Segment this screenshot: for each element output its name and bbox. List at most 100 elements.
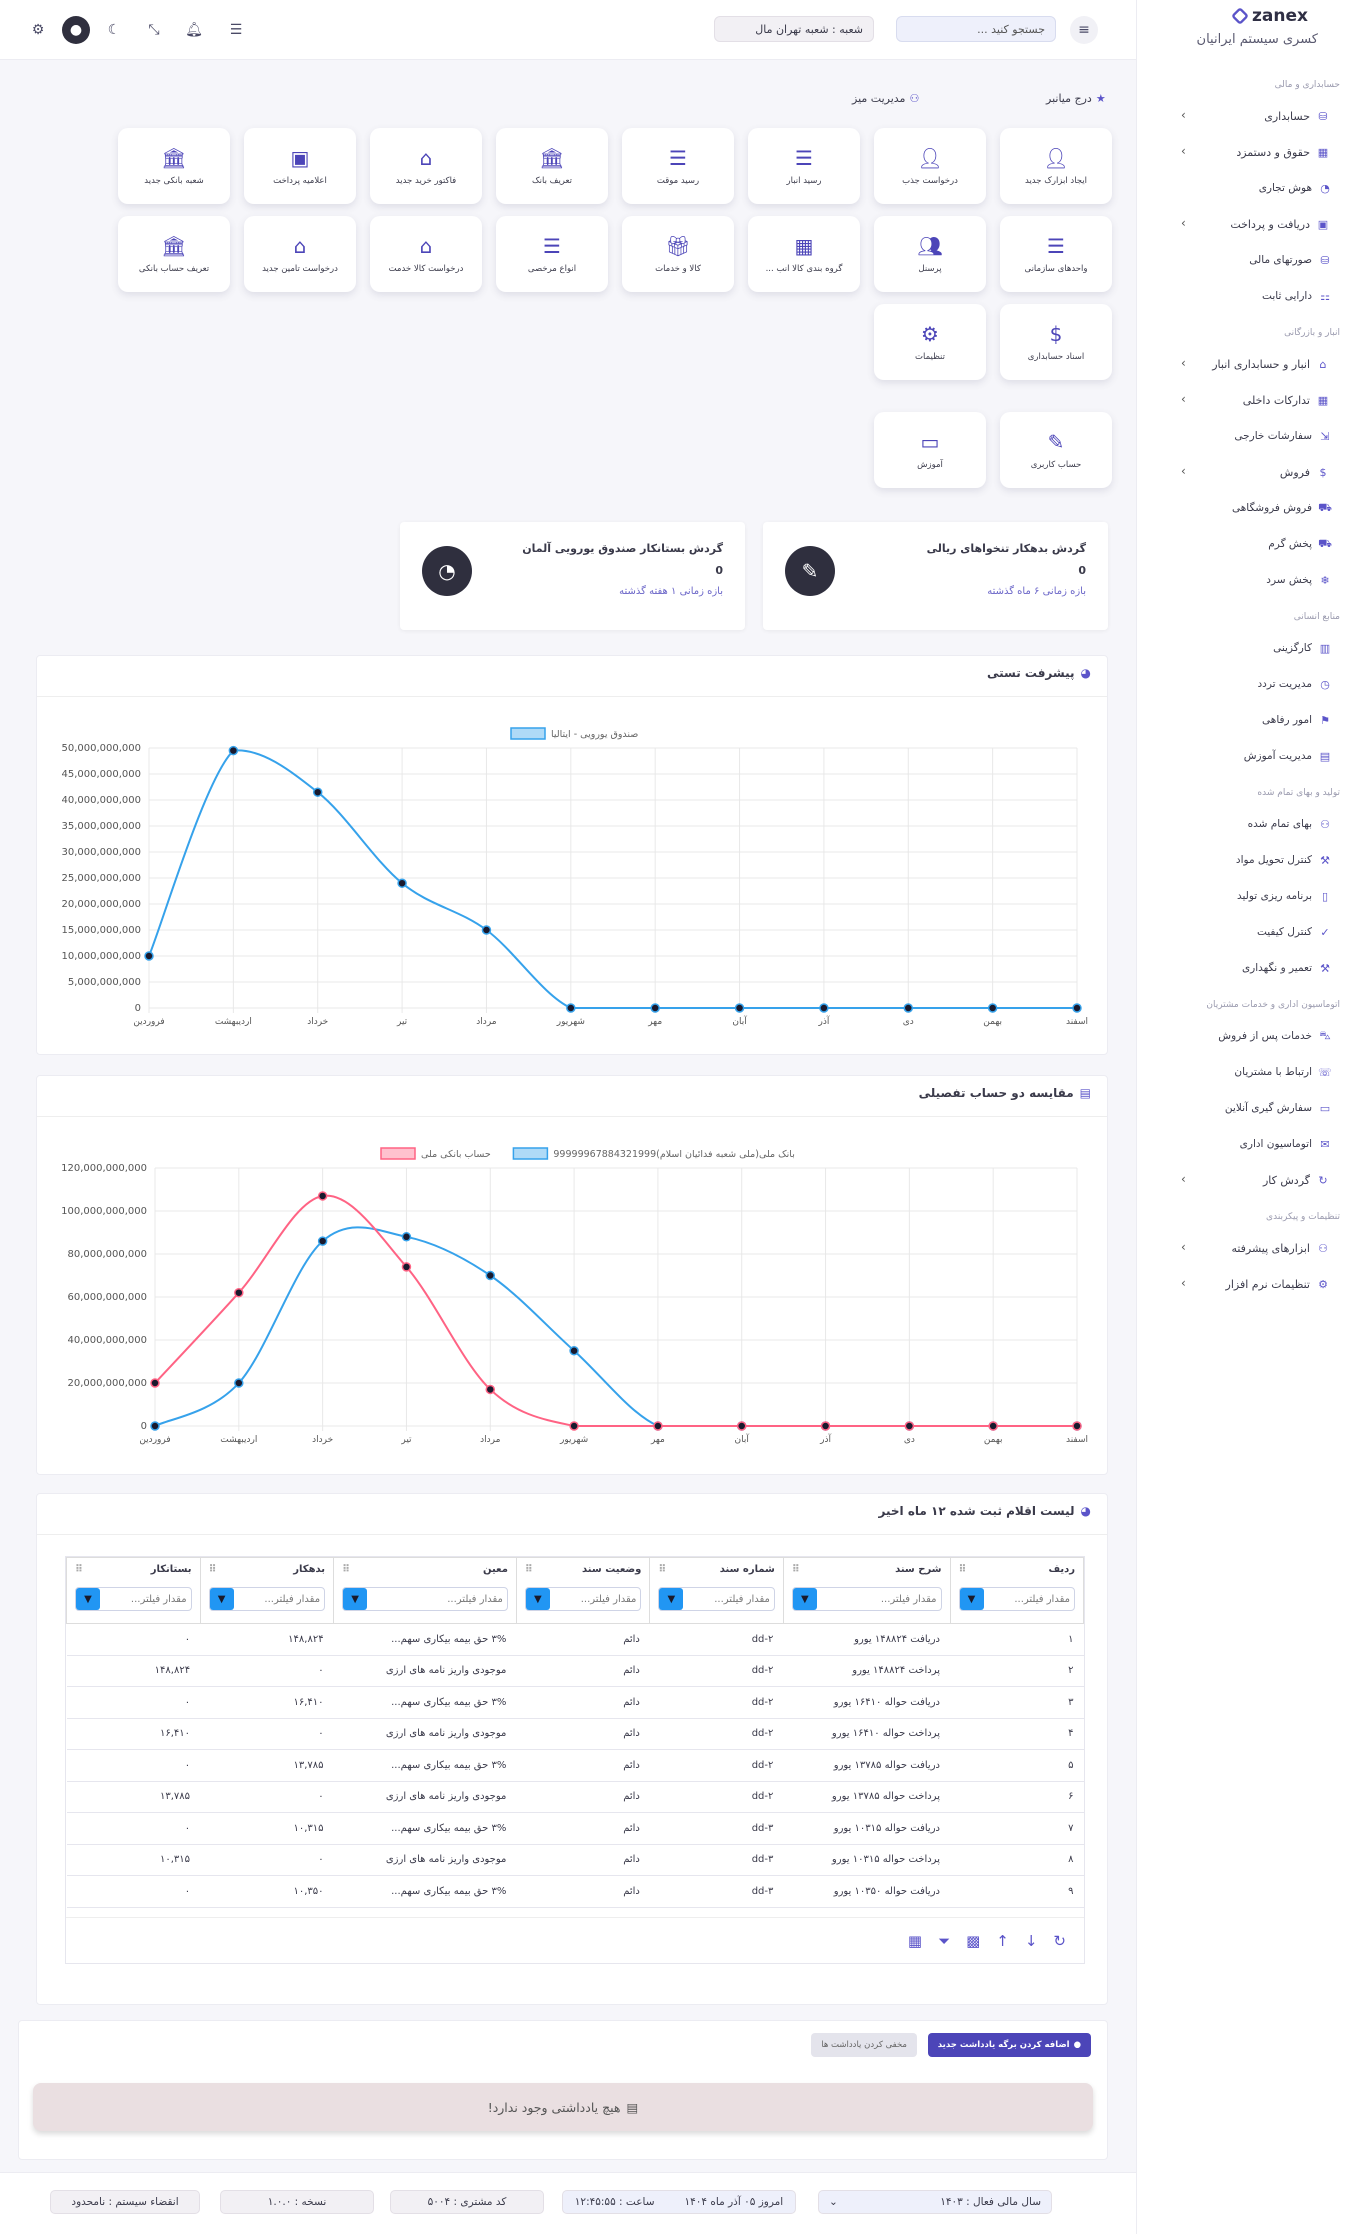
arrow-up-icon[interactable]: ↑ xyxy=(996,1931,1009,1950)
sidebar-item[interactable]: ⛟ فروش فروشگاهی xyxy=(1232,498,1332,518)
sidebar-item[interactable]: ⚙ تنظیمات نرم افزار xyxy=(1226,1274,1330,1294)
chevron-left-icon[interactable]: ‹ xyxy=(1181,392,1186,406)
sidebar-item[interactable]: ⚇ بهای تمام شده xyxy=(1248,814,1332,834)
column-filter-input[interactable]: مقدار فیلتر... ▼ xyxy=(791,1587,942,1611)
chevron-left-icon[interactable]: ‹ xyxy=(1181,1172,1186,1186)
drag-handle-icon[interactable]: ⠿ xyxy=(75,1564,83,1575)
shortcut-tile[interactable]: ⚙ تنظیمات xyxy=(874,304,986,380)
shortcut-tile[interactable]: ☰ رسید موقت xyxy=(622,128,734,204)
sidebar-item[interactable]: ⚒ کنترل تحویل مواد xyxy=(1236,850,1332,870)
sidebar-item[interactable]: ⚑ امور رفاهی xyxy=(1262,710,1332,730)
drag-handle-icon[interactable]: ⠿ xyxy=(658,1564,667,1575)
sidebar-item[interactable]: ⛁ حسابداری xyxy=(1264,106,1330,126)
filter-icon[interactable]: ▼ xyxy=(209,1588,234,1610)
shortcut-tile[interactable]: ▭ آموزش xyxy=(874,412,986,488)
table-row[interactable]: ۴ پرداخت حواله ۱۶۴۱۰ یورو dd-۲ دائم موجودی و… xyxy=(66,1718,1084,1750)
shortcut-tile[interactable]: 🏛︎ تعریف بانک xyxy=(496,128,608,204)
sidebar-item[interactable]: ◔ هوش تجاری xyxy=(1259,178,1332,198)
column-filter-input[interactable]: مقدار فیلتر... ▼ xyxy=(658,1587,775,1611)
branch-selector[interactable]: شعبه : شعبه تهران مال xyxy=(714,16,874,42)
chevron-left-icon[interactable]: ‹ xyxy=(1181,464,1186,478)
column-header[interactable]: شرح سند ⠿ مقدار فیلتر... ▼ xyxy=(782,1557,951,1624)
filter-icon[interactable]: ▼ xyxy=(76,1588,100,1610)
sidebar-item[interactable]: ⛍ خدمات پس از فروش xyxy=(1218,1026,1332,1046)
quick-shortcut-link[interactable]: ★ درج میانبر xyxy=(1046,92,1106,105)
sidebar-item[interactable]: ▤ مدیریت آموزش xyxy=(1244,746,1332,766)
shortcut-tile[interactable]: ▦ گروه بندی کالا انب ... xyxy=(748,216,860,292)
sidebar-item[interactable]: ⚇ ابزارهای پیشرفته xyxy=(1231,1238,1330,1258)
shortcut-tile[interactable]: ⌂ درخواست تامین جدید xyxy=(244,216,356,292)
sidebar-item[interactable]: ▥ کارگزینی xyxy=(1273,638,1332,658)
chevron-left-icon[interactable]: ‹ xyxy=(1181,356,1186,370)
manage-desk-link[interactable]: ⚇ مدیریت میز xyxy=(852,92,919,105)
database-icon[interactable]: ☰ xyxy=(229,22,243,38)
chevron-left-icon[interactable]: ‹ xyxy=(1181,1240,1186,1254)
sidebar-item[interactable]: ⛁ صورتهای مالی xyxy=(1249,250,1332,270)
table-row[interactable]: ۶ پرداخت حواله ۱۳۷۸۵ یورو dd-۲ دائم موجودی و… xyxy=(66,1781,1084,1813)
filter-icon[interactable]: ⏷ xyxy=(938,1931,951,1950)
table-row[interactable]: ۵ دریافت حواله ۱۳۷۸۵ یورو dd-۲ دائم ۳% حق بی… xyxy=(66,1749,1084,1782)
shortcut-tile[interactable]: 👥︎ پرسنل xyxy=(874,216,986,292)
table-row[interactable]: ۹ دریافت حواله ۱۰۳۵۰ یورو dd-۳ دائم ۳% حق بی… xyxy=(66,1875,1084,1908)
filter-icon[interactable]: ▼ xyxy=(659,1588,684,1610)
gear-icon[interactable]: ⚙ xyxy=(31,22,45,38)
table-row[interactable]: ۲ پرداخت ۱۴۸۸۲۴ یورو dd-۲ دائم موجودی واریز … xyxy=(66,1655,1084,1687)
column-header[interactable]: وضعیت سند ⠿ مقدار فیلتر... ▼ xyxy=(515,1557,651,1624)
sidebar-item[interactable]: ▯ برنامه ریزی تولید xyxy=(1237,886,1332,906)
shortcut-tile[interactable]: ☰ انواع مرخصی xyxy=(496,216,608,292)
refresh-icon[interactable]: ↻ xyxy=(1053,1931,1066,1950)
sidebar-item[interactable]: ⚏ دارایی ثابت xyxy=(1262,286,1332,306)
table-row[interactable]: ۱ دریافت ۱۴۸۸۲۴ یورو dd-۲ دائم ۳% حق بیمه بی… xyxy=(66,1623,1084,1656)
sidebar-item[interactable]: ✓ کنترل کیفیت xyxy=(1257,922,1332,942)
shortcut-tile[interactable]: 👤︎ درخواست جذب xyxy=(874,128,986,204)
moon-icon[interactable]: ☾ xyxy=(107,22,121,38)
avatar[interactable]: ● xyxy=(62,16,90,44)
table-icon[interactable]: ▦ xyxy=(907,1931,923,1950)
fiscal-year-select[interactable]: سال مالی فعال : ۱۴۰۳ ⌄ xyxy=(818,2190,1052,2214)
column-filter-input[interactable]: مقدار فیلتر... ▼ xyxy=(208,1587,326,1611)
shortcut-tile[interactable]: ⌂ فاکتور خرید جدید xyxy=(370,128,482,204)
shortcut-tile[interactable]: 👤︎ ایجاد ابزارک جدید xyxy=(1000,128,1112,204)
collapse-icon[interactable]: ⤡ xyxy=(148,22,160,38)
sidebar-item[interactable]: ⌂ انبار و حسابداری انبار xyxy=(1212,354,1330,374)
column-header[interactable]: ردیف ⠿ مقدار فیلتر... ▼ xyxy=(949,1557,1084,1624)
sidebar-item[interactable]: ⛟ پخش گرم xyxy=(1268,534,1332,554)
shortcut-tile[interactable]: ☰ واحدهای سازمانی xyxy=(1000,216,1112,292)
bell-icon[interactable]: 🔔︎ xyxy=(185,22,203,38)
sidebar-item[interactable]: ⚒ تعمیر و نگهداری xyxy=(1242,958,1332,978)
column-header[interactable]: بدهکار ⠿ مقدار فیلتر... ▼ xyxy=(199,1557,335,1624)
column-header[interactable]: شماره سند ⠿ مقدار فیلتر... ▼ xyxy=(649,1557,784,1624)
shortcut-tile[interactable]: 🏛︎ تعریف حساب بانکی xyxy=(118,216,230,292)
menu-icon[interactable]: ≡ xyxy=(1070,16,1098,44)
sidebar-item[interactable]: ▭ سفارش گیری آنلاین xyxy=(1225,1098,1332,1118)
sidebar-item[interactable]: ⇲ سفارشات خارجی xyxy=(1234,426,1332,446)
sidebar-item[interactable]: ↻ گردش کار xyxy=(1263,1170,1330,1190)
filter-icon[interactable]: ▼ xyxy=(959,1588,984,1610)
sidebar-item[interactable]: ▦ تدارکات داخلی xyxy=(1243,390,1330,410)
grid-icon[interactable]: ▩ xyxy=(966,1931,981,1950)
column-header[interactable]: بستانکار ⠿ مقدار فیلتر... ▼ xyxy=(66,1557,201,1624)
chevron-left-icon[interactable]: ‹ xyxy=(1181,144,1186,158)
column-header[interactable]: معین ⠿ مقدار فیلتر... ▼ xyxy=(333,1557,517,1624)
arrow-down-icon[interactable]: ↓ xyxy=(1024,1931,1038,1950)
chevron-left-icon[interactable]: ‹ xyxy=(1181,108,1186,122)
table-row[interactable]: ۸ پرداخت حواله ۱۰۳۱۵ یورو dd-۳ دائم موجودی و… xyxy=(66,1844,1084,1876)
sidebar-item[interactable]: ▦ حقوق و دستمزد xyxy=(1236,142,1330,162)
drag-handle-icon[interactable]: ⠿ xyxy=(958,1564,967,1575)
filter-icon[interactable]: ▼ xyxy=(343,1588,368,1610)
chevron-left-icon[interactable]: ‹ xyxy=(1181,216,1186,230)
add-note-button[interactable]: ● اضافه کردن برگه یادداشت جدید xyxy=(927,2033,1091,2057)
sidebar-item[interactable]: ▣ دریافت و پرداخت xyxy=(1230,214,1330,234)
sidebar-item[interactable]: ❄ پخش سرد xyxy=(1266,570,1332,590)
drag-handle-icon[interactable]: ⠿ xyxy=(791,1564,800,1575)
filter-icon[interactable]: ▼ xyxy=(525,1588,550,1610)
filter-icon[interactable]: ▼ xyxy=(792,1588,817,1610)
shortcut-tile[interactable]: ✎ حساب کاربری xyxy=(1000,412,1112,488)
search-input[interactable]: جستجو کنید ... xyxy=(896,16,1056,42)
table-row[interactable]: ۷ دریافت حواله ۱۰۳۱۵ یورو dd-۳ دائم ۳% حق بی… xyxy=(66,1812,1084,1845)
column-filter-input[interactable]: مقدار فیلتر... ▼ xyxy=(524,1587,642,1611)
shortcut-tile[interactable]: ▣ اعلامیه پرداخت xyxy=(244,128,356,204)
sidebar-item[interactable]: $ فروش xyxy=(1280,462,1330,482)
drag-handle-icon[interactable]: ⠿ xyxy=(524,1564,533,1575)
drag-handle-icon[interactable]: ⠿ xyxy=(342,1564,350,1575)
